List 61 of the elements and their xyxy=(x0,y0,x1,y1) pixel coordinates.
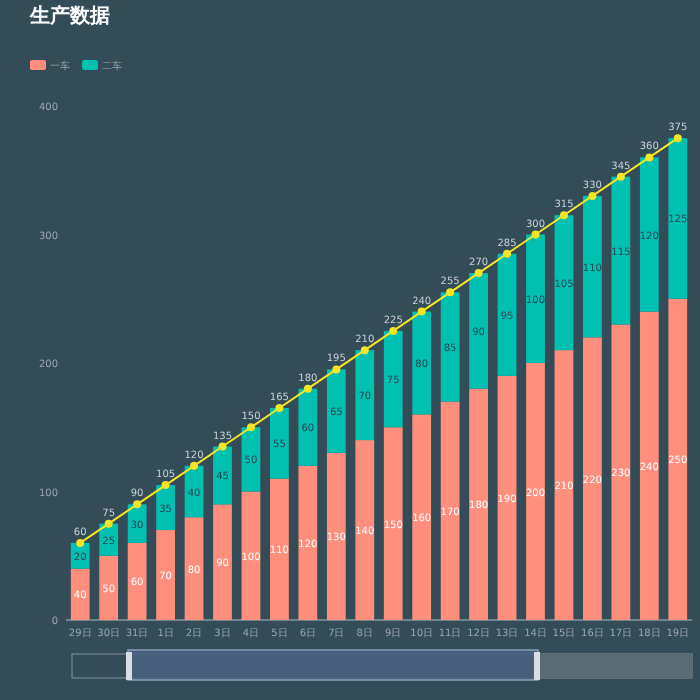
point xyxy=(190,461,199,470)
point xyxy=(133,500,142,509)
bar xyxy=(554,350,574,620)
bar xyxy=(440,401,460,620)
point xyxy=(474,269,483,278)
point xyxy=(332,365,341,374)
point xyxy=(417,307,426,316)
point xyxy=(645,153,654,162)
bar xyxy=(355,350,375,441)
bar xyxy=(383,330,403,428)
bar xyxy=(298,465,318,620)
bar xyxy=(611,324,631,620)
bar xyxy=(70,568,90,620)
bar xyxy=(127,542,147,620)
bar xyxy=(497,375,517,620)
bar xyxy=(270,407,289,479)
bar xyxy=(355,440,375,620)
bar xyxy=(526,363,545,620)
bar xyxy=(497,253,517,376)
point xyxy=(673,134,682,143)
bar xyxy=(99,555,119,620)
bar xyxy=(639,311,659,620)
bar xyxy=(241,491,261,620)
point xyxy=(531,230,540,239)
point xyxy=(161,481,170,490)
bar xyxy=(184,517,204,620)
bar xyxy=(668,298,688,620)
point xyxy=(104,519,113,528)
bar xyxy=(156,530,175,620)
point xyxy=(76,538,85,547)
point xyxy=(588,191,597,200)
bar xyxy=(270,478,289,620)
chart-title: 生产数据 xyxy=(28,4,110,28)
point xyxy=(559,211,568,220)
bar xyxy=(213,446,232,505)
point xyxy=(616,172,625,181)
point xyxy=(218,442,227,451)
bar xyxy=(412,414,432,620)
point xyxy=(503,249,512,258)
point xyxy=(246,423,255,432)
point xyxy=(275,403,284,412)
bar xyxy=(383,427,403,620)
bar xyxy=(583,195,602,338)
bar xyxy=(583,337,602,620)
point xyxy=(360,346,369,355)
point xyxy=(446,288,455,297)
bar xyxy=(469,388,488,620)
bar xyxy=(326,369,346,453)
bar xyxy=(412,311,432,415)
bar xyxy=(298,388,318,466)
bar xyxy=(326,452,346,620)
bar xyxy=(213,504,232,620)
point xyxy=(303,384,312,393)
bar xyxy=(611,176,631,325)
bar xyxy=(639,157,659,312)
point xyxy=(389,326,398,335)
bar xyxy=(526,234,545,363)
bar xyxy=(668,138,688,299)
bar xyxy=(440,292,460,402)
bar xyxy=(554,215,574,351)
bar xyxy=(469,273,488,389)
